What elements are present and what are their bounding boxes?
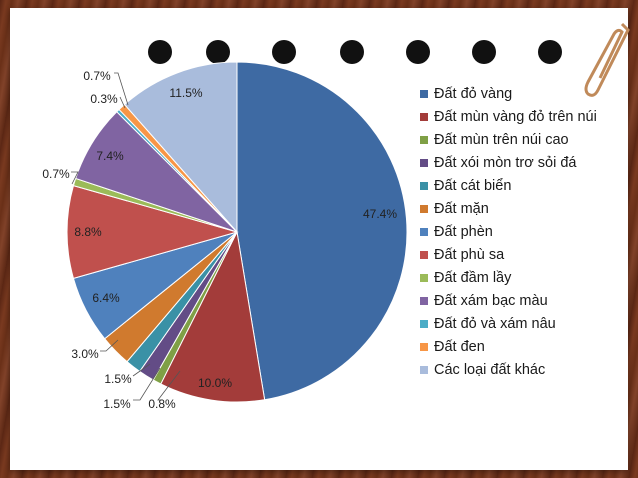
data-label: 47.4% bbox=[363, 207, 397, 221]
binder-hole bbox=[538, 40, 562, 64]
pie-slice bbox=[123, 61, 238, 234]
legend-item: Đất đen bbox=[420, 335, 630, 358]
legend-swatch bbox=[420, 319, 428, 328]
leader-line bbox=[114, 72, 129, 106]
legend-swatch bbox=[420, 342, 428, 351]
legend-label: Các loại đất khác bbox=[434, 361, 546, 378]
data-label: 3.0% bbox=[71, 347, 99, 361]
data-label: 0.7% bbox=[42, 167, 70, 181]
legend-item: Đất xám bạc màu bbox=[420, 289, 630, 312]
legend-label: Đất mùn trên núi cao bbox=[434, 131, 569, 148]
binder-hole bbox=[406, 40, 430, 64]
leader-line bbox=[119, 96, 126, 109]
legend-label: Đất xám bạc màu bbox=[434, 292, 548, 309]
data-label: 11.5% bbox=[169, 86, 202, 100]
legend-swatch bbox=[420, 204, 428, 213]
legend-item: Đất phèn bbox=[420, 220, 630, 243]
legend-swatch bbox=[420, 89, 428, 98]
data-label: 1.5% bbox=[103, 397, 131, 411]
legend-label: Đất phèn bbox=[434, 223, 493, 240]
data-label: 0.3% bbox=[90, 92, 118, 106]
legend-swatch bbox=[420, 250, 428, 259]
pie-slice bbox=[160, 230, 266, 403]
legend-item: Đất đỏ và xám nâu bbox=[420, 312, 630, 335]
data-label: 7.4% bbox=[96, 149, 124, 163]
leader-line bbox=[133, 367, 161, 401]
leader-line bbox=[157, 370, 181, 401]
leader-line bbox=[71, 171, 79, 185]
legend-label: Đất cát biển bbox=[434, 177, 512, 194]
leader-line bbox=[132, 363, 151, 377]
legend-label: Đất xói mòn trơ sỏi đá bbox=[434, 154, 577, 171]
pie-slice bbox=[236, 61, 408, 401]
legend-label: Đất đỏ và xám nâu bbox=[434, 315, 556, 332]
legend-label: Đất mặn bbox=[434, 200, 489, 217]
legend-label: Đất đen bbox=[434, 338, 485, 355]
legend-swatch bbox=[420, 158, 428, 167]
pie-slice bbox=[66, 184, 239, 280]
data-label: 6.4% bbox=[92, 291, 120, 305]
binder-hole bbox=[472, 40, 496, 64]
legend-item: Đất mùn vàng đỏ trên núi bbox=[420, 105, 630, 128]
legend-item: Đất phù sa bbox=[420, 243, 630, 266]
leader-line bbox=[100, 339, 119, 352]
binder-hole bbox=[206, 40, 230, 64]
paperclip-icon bbox=[584, 22, 630, 97]
legend-label: Đất phù sa bbox=[434, 246, 505, 263]
legend-item: Đất cát biển bbox=[420, 174, 630, 197]
legend-item: Đất đỏ vàng bbox=[420, 82, 630, 105]
legend-label: Đất đỏ vàng bbox=[434, 85, 513, 102]
legend-item: Đất mùn trên núi cao bbox=[420, 128, 630, 151]
legend-label: Đất mùn vàng đỏ trên núi bbox=[434, 108, 597, 125]
legend-item: Đất xói mòn trơ sỏi đá bbox=[420, 151, 630, 174]
data-label: 0.8% bbox=[148, 397, 176, 411]
binder-hole bbox=[272, 40, 296, 64]
legend-item: Đất đầm lầy bbox=[420, 266, 630, 289]
data-label: 1.5% bbox=[104, 372, 132, 386]
binder-hole bbox=[148, 40, 172, 64]
legend-swatch bbox=[420, 112, 428, 121]
legend-label: Đất đầm lầy bbox=[434, 269, 512, 286]
chart-legend: Đất đỏ vàng Đất mùn vàng đỏ trên núi Đất m… bbox=[420, 82, 630, 381]
data-label: 8.8% bbox=[74, 225, 102, 239]
legend-item: Đất mặn bbox=[420, 197, 630, 220]
data-label: 0.7% bbox=[83, 69, 111, 83]
legend-swatch bbox=[420, 365, 428, 374]
binder-hole bbox=[340, 40, 364, 64]
legend-swatch bbox=[420, 227, 428, 236]
legend-item: Các loại đất khác bbox=[420, 358, 630, 381]
data-label: 10.0% bbox=[198, 376, 232, 390]
legend-swatch bbox=[420, 181, 428, 190]
legend-swatch bbox=[420, 273, 428, 282]
legend-swatch bbox=[420, 296, 428, 305]
legend-swatch bbox=[420, 135, 428, 144]
